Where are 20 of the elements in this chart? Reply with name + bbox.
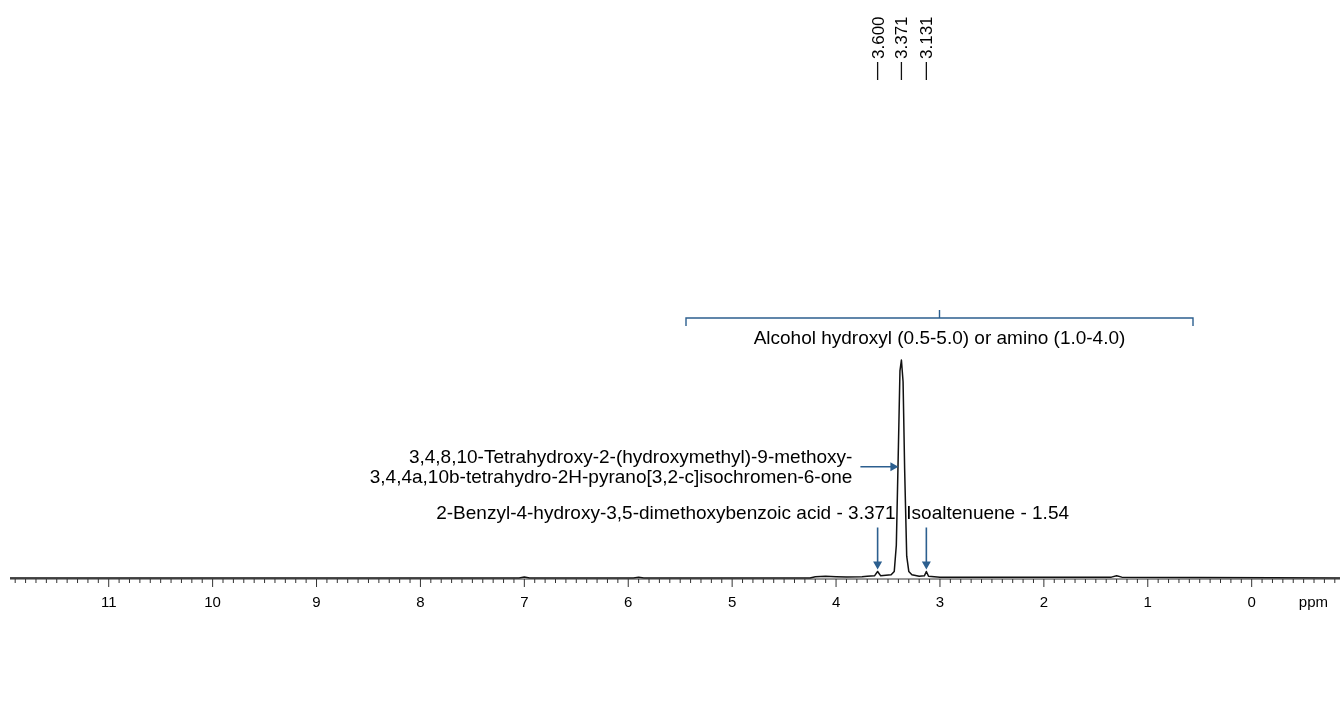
x-tick-label: 2	[1039, 593, 1049, 610]
x-tick-label: 4	[831, 593, 841, 610]
annotation: Isoaltenuene - 1.54	[906, 502, 1070, 524]
x-tick-label: 6	[624, 593, 633, 610]
x-tick-label: 5	[727, 593, 737, 610]
annotation: 2-Benzyl-4-hydroxy-3,5-dimethoxybenzoic acid - 3.371	[436, 502, 896, 524]
x-tick-label: 3	[935, 593, 945, 610]
annotation: 3.371	[892, 16, 912, 59]
annotation: 3,4,8,10-Tetrahydroxy-2-(hydroxymethyl)-9-methoxy-3,4,4a,10b-tetrahydro-2H-pyrano[3,2-c]isochromen-6-one	[369, 445, 853, 487]
x-tick-label: 9	[312, 593, 321, 610]
x-tick-label: 8	[416, 593, 425, 610]
text: Alcohol hydroxyl (0.5-5.0) or amino (1.0-4.0)	[753, 327, 1126, 348]
x-tick-label: 0	[1247, 593, 1256, 610]
x-tick-label: 11	[100, 593, 117, 610]
x-tick-label: 1	[1143, 593, 1152, 610]
x-tick-label: 7	[520, 593, 529, 610]
x-axis-title: ppm	[1298, 593, 1328, 610]
x-tick-label: 10	[204, 593, 221, 610]
annotation: 3.131	[917, 16, 937, 59]
annotation: 3.600	[868, 16, 888, 59]
